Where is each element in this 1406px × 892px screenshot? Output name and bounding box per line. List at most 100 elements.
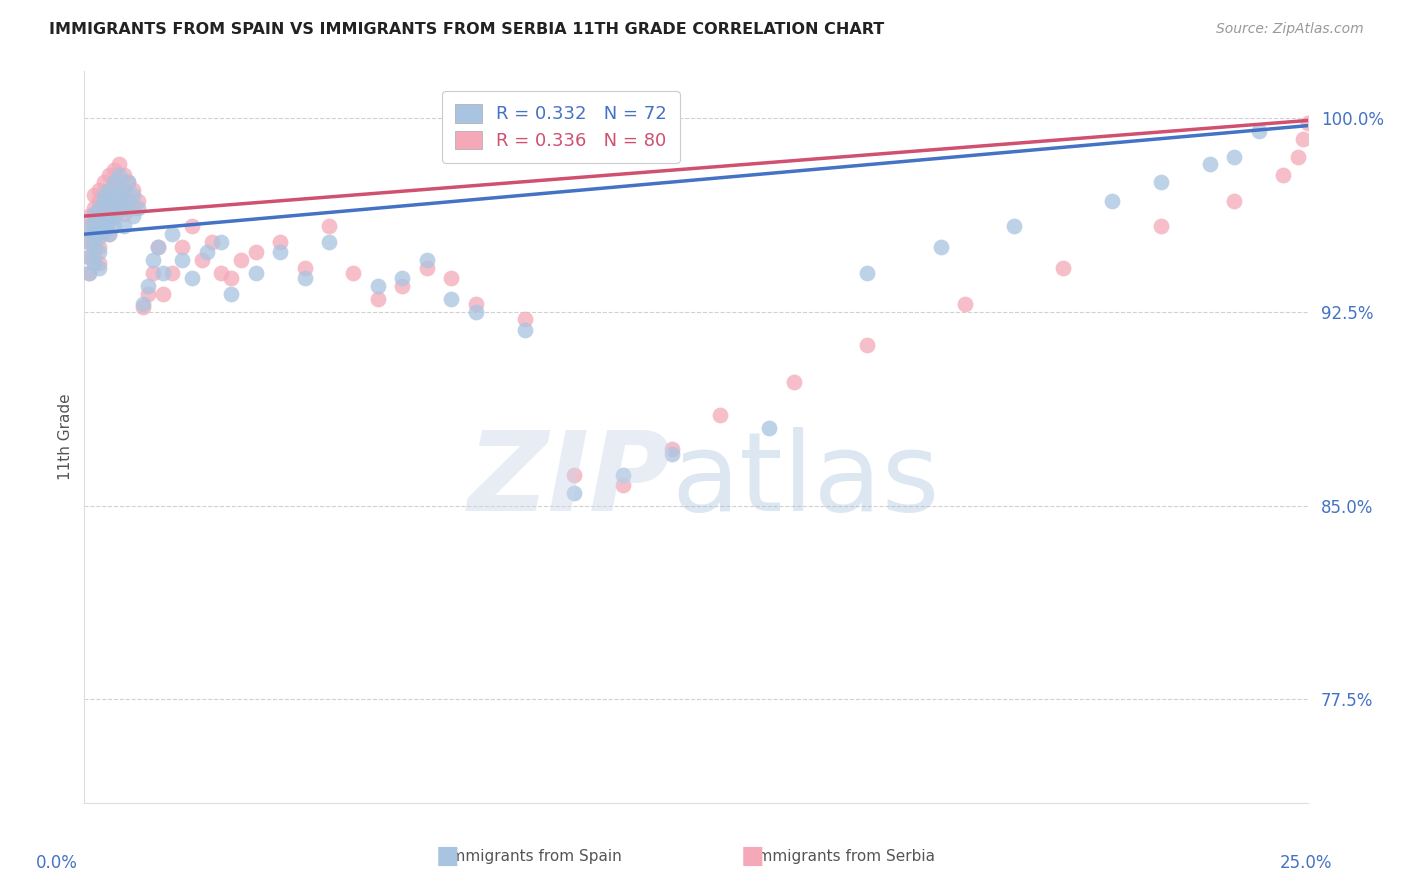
Point	[245, 266, 267, 280]
Point	[83, 219, 105, 234]
Text: IMMIGRANTS FROM SPAIN VS IMMIGRANTS FROM SERBIA 11TH GRADE CORRELATION CHART: IMMIGRANTS FROM SPAIN VS IMMIGRANTS FROM…	[49, 22, 884, 37]
Point	[112, 219, 135, 234]
Point	[318, 235, 340, 249]
Point	[83, 240, 105, 254]
Point	[87, 260, 110, 275]
Point	[83, 206, 105, 220]
Point	[209, 235, 232, 249]
Text: atlas: atlas	[672, 427, 941, 534]
Point	[83, 202, 105, 216]
Point	[97, 199, 120, 213]
Point	[162, 227, 184, 242]
Point	[146, 240, 169, 254]
Point	[103, 162, 125, 177]
Point	[93, 225, 115, 239]
Point	[93, 209, 115, 223]
Point	[77, 266, 100, 280]
Point	[93, 225, 115, 239]
Point	[953, 297, 976, 311]
Point	[172, 240, 194, 254]
Point	[269, 235, 291, 249]
Point	[1292, 131, 1315, 145]
Point	[856, 338, 879, 352]
Point	[87, 209, 110, 223]
Point	[1198, 157, 1220, 171]
Text: ■: ■	[741, 845, 763, 868]
Point	[1286, 150, 1309, 164]
Point	[269, 245, 291, 260]
Point	[440, 292, 463, 306]
Point	[87, 255, 110, 269]
Point	[117, 176, 139, 190]
Text: Immigrants from Serbia: Immigrants from Serbia	[752, 849, 935, 863]
Point	[87, 222, 110, 236]
Point	[294, 260, 316, 275]
Point	[122, 202, 145, 216]
Point	[112, 202, 135, 216]
Point	[1272, 168, 1295, 182]
Point	[229, 253, 252, 268]
Point	[612, 467, 634, 482]
Point	[758, 421, 780, 435]
Point	[83, 227, 105, 242]
Point	[562, 467, 585, 482]
Point	[513, 312, 536, 326]
Point	[464, 304, 486, 318]
Point	[77, 219, 100, 234]
Y-axis label: 11th Grade: 11th Grade	[58, 393, 73, 481]
Point	[93, 209, 115, 223]
Legend: R = 0.332   N = 72, R = 0.336   N = 80: R = 0.332 N = 72, R = 0.336 N = 80	[441, 91, 679, 162]
Point	[103, 176, 125, 190]
Point	[1223, 150, 1246, 164]
Point	[127, 194, 149, 208]
Point	[93, 188, 115, 202]
Point	[856, 266, 879, 280]
Point	[77, 235, 100, 249]
Point	[83, 235, 105, 249]
Point	[103, 178, 125, 192]
Point	[562, 485, 585, 500]
Point	[83, 188, 105, 202]
Point	[342, 266, 364, 280]
Point	[107, 168, 129, 182]
Point	[87, 194, 110, 208]
Point	[103, 194, 125, 208]
Point	[219, 271, 242, 285]
Point	[87, 202, 110, 216]
Point	[367, 278, 389, 293]
Point	[97, 214, 120, 228]
Point	[245, 245, 267, 260]
Point	[117, 176, 139, 190]
Point	[136, 286, 159, 301]
Point	[93, 202, 115, 216]
Point	[103, 219, 125, 234]
Text: Source: ZipAtlas.com: Source: ZipAtlas.com	[1216, 22, 1364, 37]
Text: ■: ■	[436, 845, 458, 868]
Point	[294, 271, 316, 285]
Point	[77, 266, 100, 280]
Point	[83, 206, 105, 220]
Point	[103, 209, 125, 223]
Point	[117, 194, 139, 208]
Point	[107, 176, 129, 190]
Point	[97, 199, 120, 213]
Point	[97, 227, 120, 242]
Point	[181, 219, 204, 234]
Point	[162, 266, 184, 280]
Point	[440, 271, 463, 285]
Point	[391, 278, 413, 293]
Point	[195, 245, 218, 260]
Point	[122, 188, 145, 202]
Point	[513, 323, 536, 337]
Point	[93, 214, 115, 228]
Point	[209, 266, 232, 280]
Point	[122, 183, 145, 197]
Point	[416, 260, 439, 275]
Text: 25.0%: 25.0%	[1279, 854, 1331, 872]
Point	[136, 278, 159, 293]
Point	[87, 183, 110, 197]
Point	[152, 286, 174, 301]
Point	[152, 266, 174, 280]
Point	[103, 209, 125, 223]
Point	[929, 240, 952, 254]
